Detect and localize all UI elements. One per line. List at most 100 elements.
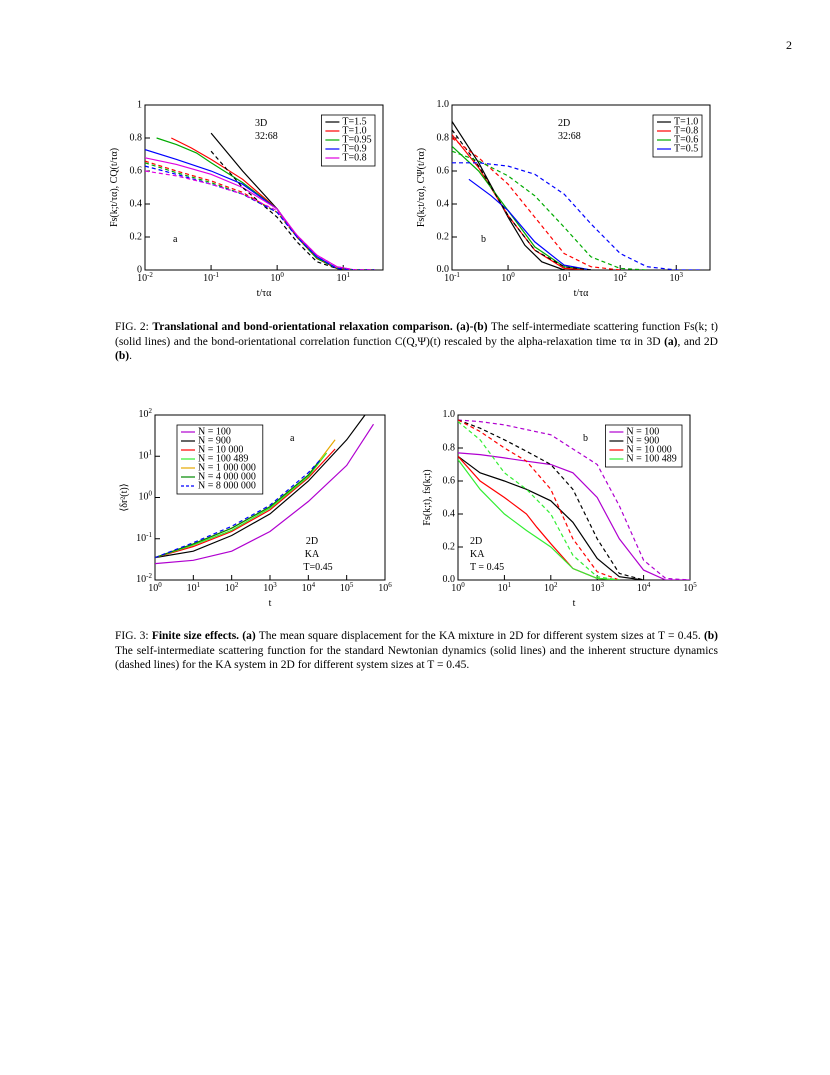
tick-label: 102 [225,581,239,595]
tick-label-base: 10 [613,273,623,284]
series-line [458,452,690,580]
caption-text: (a) [242,630,256,642]
tick-label-base: 10 [137,273,147,284]
caption-text: The mean square displacement for the KA … [255,630,704,642]
legend-label: T=0.8 [342,152,366,163]
tick-label: 105 [683,581,697,595]
tick-label-base: 10 [225,583,235,594]
annotation: 2D [306,536,318,547]
tick-label: 1.0 [437,99,450,110]
series-line [452,121,591,270]
chart: 100 101 102 103 104 105 10610-210-1100101102t⟨… [119,407,392,609]
series-line [468,178,592,270]
series-line [155,415,366,559]
tick-label: 0.6 [443,475,456,486]
legend-label: N = 100 [198,426,231,437]
annotation: T = 0.45 [470,562,504,573]
tick-label-base: 10 [270,273,280,284]
tick-label-base: 10 [139,451,149,462]
tick-label: 103 [590,581,604,595]
tick-label: 0 [137,264,142,275]
legend-label: N = 10 000 [198,444,243,455]
tick-label: 10-1 [444,271,460,285]
series-line [452,134,591,270]
annotation: a [290,433,295,444]
series-line [458,421,620,580]
tick-label: 100 [270,271,284,285]
y-axis-label: Fs(k;t), fs(k;t) [422,469,433,525]
legend-label: T=1.0 [342,125,366,136]
annotation: 2D [470,536,482,547]
annotation: KA [305,549,320,560]
annotation: KA [470,549,485,560]
legend-label: N = 100 489 [626,453,676,464]
series-line [458,419,644,580]
tick-label: 0.2 [130,231,143,242]
series-line [452,150,647,270]
tick-label-base: 10 [590,583,600,594]
annotation: T=0.45 [303,562,332,573]
tick-label: 102 [613,271,627,285]
tick-label-base: 10 [187,583,197,594]
x-axis-label: t [573,598,576,609]
legend-label: N = 10 000 [626,444,671,455]
tick-label-base: 10 [263,583,273,594]
legend-label: N = 100 [626,426,659,437]
tick-label-base: 10 [669,273,679,284]
tick-label-base: 10 [139,492,149,503]
legend-label: T=0.9 [342,143,366,154]
tick-label-exp: 3 [273,581,277,589]
tick-label-exp: -2 [147,271,153,279]
annotation: a [173,234,178,245]
caption-text: . [129,350,132,362]
tick-label: 0.8 [443,442,456,453]
tick-label-exp: 6 [388,581,392,589]
x-axis-label: t/τα [257,288,273,299]
tick-label: 0.4 [443,508,456,519]
legend-label: N = 100 489 [198,453,248,464]
tick-label-base: 10 [501,273,511,284]
tick-label: 101 [498,581,512,595]
caption-text: , and 2D [677,335,718,348]
legend-label: N = 8 000 000 [198,480,256,491]
tick-label: 0.4 [130,198,143,209]
annotation: 3D [255,118,267,129]
legend-label: N = 900 [626,435,659,446]
tick-label: 0.2 [437,231,450,242]
tick-label: 100 [139,489,153,503]
tick-label: 0.8 [437,132,450,143]
tick-label: 10-2 [137,271,153,285]
legend-label: N = 900 [198,435,231,446]
tick-label: 100 [451,581,465,595]
caption-text: The self-intermediate scattering functio… [115,644,718,672]
tick-label: 103 [669,271,683,285]
caption-text: (b) [115,350,130,362]
legend-label: T=0.5 [674,143,698,154]
chart: 100 101 102 103 104 1050.00.20.40.60.81.0tFs(… [422,409,697,609]
legend-label: T=1.5 [342,116,366,127]
tick-label-exp: 1 [197,581,201,589]
series-line [452,137,621,270]
tick-label: 102 [139,407,153,421]
chart: 10-2 10-1 100 10100.20.40.60.81t/ταFs(k;t/τ… [109,99,384,299]
caption-text: (a) [664,335,678,348]
caption-text: Finite size effects. [151,630,240,642]
tick-label-exp: 0 [461,581,465,589]
tick-label-base: 10 [336,273,346,284]
series-line [155,459,321,559]
tick-label-base: 10 [136,533,146,544]
series-line [155,423,375,565]
tick-label-exp: -1 [146,530,152,538]
legend-label: T=0.6 [674,134,698,145]
series-line [155,452,328,559]
caption-text: FIG. 3: [115,630,152,642]
tick-label-base: 10 [498,583,508,594]
series-line [210,150,355,270]
tick-label: 10-2 [136,572,152,586]
tick-label-base: 10 [637,583,647,594]
tick-label-base: 10 [302,583,312,594]
series-line [145,165,375,270]
tick-label-exp: 1 [346,271,350,279]
caption-text: FIG. 2: [115,321,153,333]
